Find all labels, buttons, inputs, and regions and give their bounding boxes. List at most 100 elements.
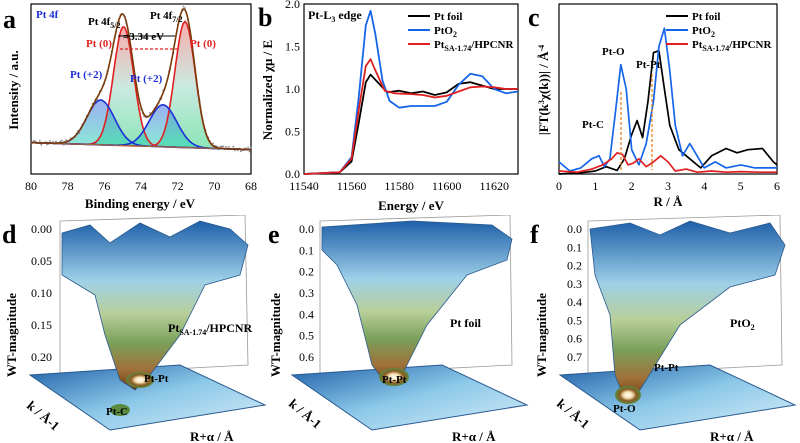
tick-label: 1.5 [285, 40, 300, 54]
component-fills [31, 21, 251, 150]
split-value: =3.34 eV [123, 31, 164, 43]
data-point [59, 140, 62, 143]
tick-label: 0.4 [567, 295, 582, 309]
secondary-spot [110, 404, 130, 416]
y-axis-label: |FT(k3χ(k))| / Å-4 [536, 45, 551, 135]
x-axis-label: R / Å [654, 194, 684, 209]
panel-e: e Pt foil Pt-Pt 0.0 0.1 0.2 0.3 0.4 0.5 0.6 WT… [268, 215, 529, 443]
tick-label: 4 [701, 179, 707, 193]
3d-box [319, 215, 513, 376]
data-point [232, 145, 235, 148]
legend-label-ptsa: PtSA-1.74/HPCNR [692, 39, 773, 53]
data-point [49, 140, 51, 142]
tick-label: 11600 [432, 179, 462, 193]
tick-label: 0.00 [31, 222, 52, 236]
annotation-2: Pt-C [106, 406, 128, 418]
tick-label: 1.0 [285, 82, 300, 96]
tick-label: 0.3 [299, 286, 314, 300]
k-axis-label: k / Å-1 [286, 396, 324, 432]
z-axis-label: WT-magnitude [4, 293, 19, 377]
wavelet-row: d PtSA-1.74/HPCNR Pt-Pt Pt-C 0.000.050.1… [2, 215, 797, 443]
panel-letter: f [530, 220, 539, 249]
data-point [219, 145, 222, 148]
x-tick-labels: 0 1 2 3 4 5 6 [556, 179, 780, 193]
r-axis-label: R+α / Å [452, 429, 496, 443]
data-point [182, 5, 185, 8]
background-line [30, 142, 252, 151]
legend-label-pto2: PtO2 [692, 25, 715, 39]
data-point [33, 139, 35, 142]
xanes-chart: b Pt-L3 edge Pt foilPtO2PtSA-1.74/HPCNR … [258, 0, 519, 213]
data-point [184, 7, 186, 9]
tick-label: 2.0 [285, 0, 300, 11]
plot-frame [30, 3, 252, 175]
panel-letter: a [3, 5, 16, 34]
tick-label: 0.3 [567, 277, 582, 291]
peak-label-left: Pt 4f5/2 [88, 16, 121, 30]
data-point [248, 150, 251, 153]
z-axis-label: WT-magnitude [534, 293, 549, 377]
tick-label: 0.1 [567, 240, 582, 254]
tick-label: 0.1 [299, 243, 314, 257]
tick-label: 0.4 [299, 307, 314, 321]
data-point [60, 139, 63, 142]
data-point [220, 145, 223, 148]
panel-d: d PtSA-1.74/HPCNR Pt-Pt Pt-C 0.000.050.1… [2, 215, 267, 443]
series-line-pt-foil [303, 73, 518, 175]
k-axis-label: k / Å-1 [554, 396, 592, 432]
pt-c-label: Pt-C [582, 119, 604, 131]
data-point [222, 145, 225, 148]
contour-floor [558, 364, 797, 431]
legend-label-pt-foil: Pt foil [434, 11, 462, 23]
tick-label: 3 [665, 179, 671, 193]
3d-box [59, 215, 249, 376]
xps-chart: a Pt 4f Pt 4f5/2 Pt 4f7/2 =3.34 eV Pt (0… [3, 3, 257, 211]
x-axis-label: Binding energy / eV [85, 196, 196, 211]
x-tick-labels: 80 78 76 74 72 70 68 [25, 179, 257, 193]
x-axis-label: Energy / eV [378, 198, 444, 213]
legend-label-ptsa: PtSA-1.74/HPCNR [434, 39, 515, 53]
data-point [68, 142, 70, 144]
legend-label-pto2: PtO2 [434, 25, 457, 39]
component-fill [31, 100, 251, 150]
tick-label: 0.6 [567, 332, 582, 346]
series-line-ptsa [303, 58, 518, 175]
tick-label: 6 [774, 179, 780, 193]
pt-pt-label: Pt-Pt [636, 59, 661, 71]
tick-label: 11540 [289, 179, 319, 193]
tick-label: 11580 [384, 179, 414, 193]
plot-frame [558, 3, 778, 175]
panel-letter: c [528, 3, 540, 32]
hot-spot [126, 372, 154, 388]
legend-label-pt-foil: Pt foil [692, 11, 720, 23]
data-point [228, 146, 230, 148]
corner-label: Pt-L3 edge [308, 8, 362, 24]
component-fill [31, 104, 251, 150]
data-point [234, 149, 236, 152]
tick-label: 0.5 [299, 329, 314, 343]
series-lines [303, 9, 519, 175]
tick-label: 0.05 [31, 254, 52, 268]
data-point [46, 143, 48, 146]
series-line-pt-foil [558, 49, 778, 175]
r-axis-label: R+α / Å [190, 429, 234, 443]
sample-label: PtO2 [730, 316, 755, 332]
z-tick-labels: 0.0 0.1 0.2 0.3 0.4 0.5 0.6 [299, 222, 314, 364]
tick-label: 68 [245, 179, 257, 193]
tick-label: 0 [556, 179, 562, 193]
corner-label: Pt 4f [36, 9, 59, 21]
series-lines [558, 27, 778, 175]
x-tick-labels: 11540 11560 11580 11600 11620 [289, 179, 509, 193]
pt0-label-left: Pt (0) [86, 38, 112, 50]
panel-letter: d [2, 220, 17, 249]
series-line-pto2 [303, 9, 519, 175]
data-point [212, 142, 214, 145]
series-line-pto2 [558, 27, 777, 172]
panel-b: b Pt-L3 edge Pt foil PtO2 PtSA-1.74/HPCNR … [258, 0, 526, 215]
data-point [40, 143, 43, 146]
data-point [217, 148, 220, 151]
pt-o-label: Pt-O [602, 46, 625, 58]
tick-label: 80 [25, 179, 37, 193]
